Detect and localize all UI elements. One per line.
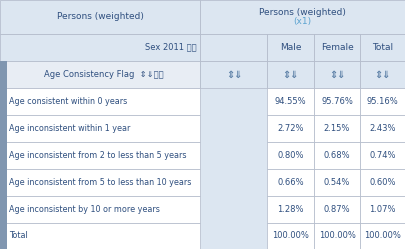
Text: 95.16%: 95.16%	[366, 97, 397, 106]
Text: 2.43%: 2.43%	[369, 124, 395, 133]
Text: 100.00%: 100.00%	[363, 231, 400, 241]
Bar	[0, 169, 200, 196]
Text: 2.15%: 2.15%	[323, 124, 350, 133]
Bar	[266, 196, 313, 223]
Bar	[360, 169, 404, 196]
Bar	[0, 61, 7, 88]
Bar	[0, 88, 7, 115]
Text: 1.28%: 1.28%	[277, 205, 303, 214]
Text: Persons (weighted): Persons (weighted)	[258, 8, 345, 17]
Text: Age Consistency Flag  ⇕⇓ⓈⓈ: Age Consistency Flag ⇕⇓ⓈⓈ	[44, 70, 163, 79]
Bar	[313, 223, 360, 249]
Text: 1.07%: 1.07%	[369, 205, 395, 214]
Bar	[0, 0, 200, 34]
Bar	[0, 115, 200, 142]
Text: 2.72%: 2.72%	[277, 124, 303, 133]
Bar	[313, 88, 360, 115]
Bar	[0, 196, 200, 223]
Text: Total: Total	[9, 231, 28, 241]
Text: 0.60%: 0.60%	[369, 178, 395, 187]
Bar	[0, 34, 200, 61]
Bar	[313, 115, 360, 142]
Text: Age consistent within 0 years: Age consistent within 0 years	[9, 97, 127, 106]
Bar	[360, 61, 404, 88]
Bar	[200, 34, 266, 61]
Text: 100.00%: 100.00%	[271, 231, 308, 241]
Text: ⇕⇓: ⇕⇓	[373, 69, 390, 79]
Text: ⇕⇓: ⇕⇓	[281, 69, 298, 79]
Bar	[266, 34, 313, 61]
Bar	[313, 142, 360, 169]
Bar	[0, 169, 7, 196]
Bar	[313, 61, 360, 88]
Text: 0.54%: 0.54%	[323, 178, 350, 187]
Bar	[313, 169, 360, 196]
Text: 0.74%: 0.74%	[369, 151, 395, 160]
Bar	[266, 223, 313, 249]
Text: Persons (weighted): Persons (weighted)	[57, 12, 143, 21]
Text: 0.68%: 0.68%	[323, 151, 350, 160]
Text: (x1): (x1)	[293, 17, 311, 26]
Bar	[0, 223, 7, 249]
Text: Age inconsistent within 1 year: Age inconsistent within 1 year	[9, 124, 130, 133]
Text: Age inconsistent from 5 to less than 10 years: Age inconsistent from 5 to less than 10 …	[9, 178, 191, 187]
Text: 0.66%: 0.66%	[277, 178, 303, 187]
Text: ⇕⇓: ⇕⇓	[328, 69, 344, 79]
Text: 94.55%: 94.55%	[274, 97, 305, 106]
Text: Sex 2011 ⓈⓈ: Sex 2011 ⓈⓈ	[144, 43, 196, 52]
Bar	[0, 61, 200, 88]
Bar	[360, 115, 404, 142]
Bar	[200, 0, 404, 34]
Text: 0.80%: 0.80%	[277, 151, 303, 160]
Bar	[360, 196, 404, 223]
Text: Female: Female	[320, 43, 353, 52]
Bar	[360, 34, 404, 61]
Bar	[266, 169, 313, 196]
Bar	[0, 142, 7, 169]
Text: 95.76%: 95.76%	[320, 97, 352, 106]
Text: 0.87%: 0.87%	[323, 205, 350, 214]
Bar	[0, 223, 200, 249]
Text: Male: Male	[279, 43, 301, 52]
Bar	[0, 196, 7, 223]
Text: ⇕⇓: ⇕⇓	[225, 69, 241, 79]
Bar	[313, 196, 360, 223]
Bar	[0, 88, 200, 115]
Bar	[0, 115, 7, 142]
Text: 100.00%: 100.00%	[318, 231, 355, 241]
Bar	[266, 88, 313, 115]
Text: Total: Total	[371, 43, 392, 52]
Text: Age inconsistent from 2 to less than 5 years: Age inconsistent from 2 to less than 5 y…	[9, 151, 186, 160]
Bar	[360, 142, 404, 169]
Text: Age inconsistent by 10 or more years: Age inconsistent by 10 or more years	[9, 205, 160, 214]
Bar	[0, 142, 200, 169]
Bar	[200, 61, 266, 88]
Bar	[266, 61, 313, 88]
Bar	[313, 34, 360, 61]
Bar	[266, 142, 313, 169]
Bar	[360, 88, 404, 115]
Bar	[266, 115, 313, 142]
Bar	[360, 223, 404, 249]
